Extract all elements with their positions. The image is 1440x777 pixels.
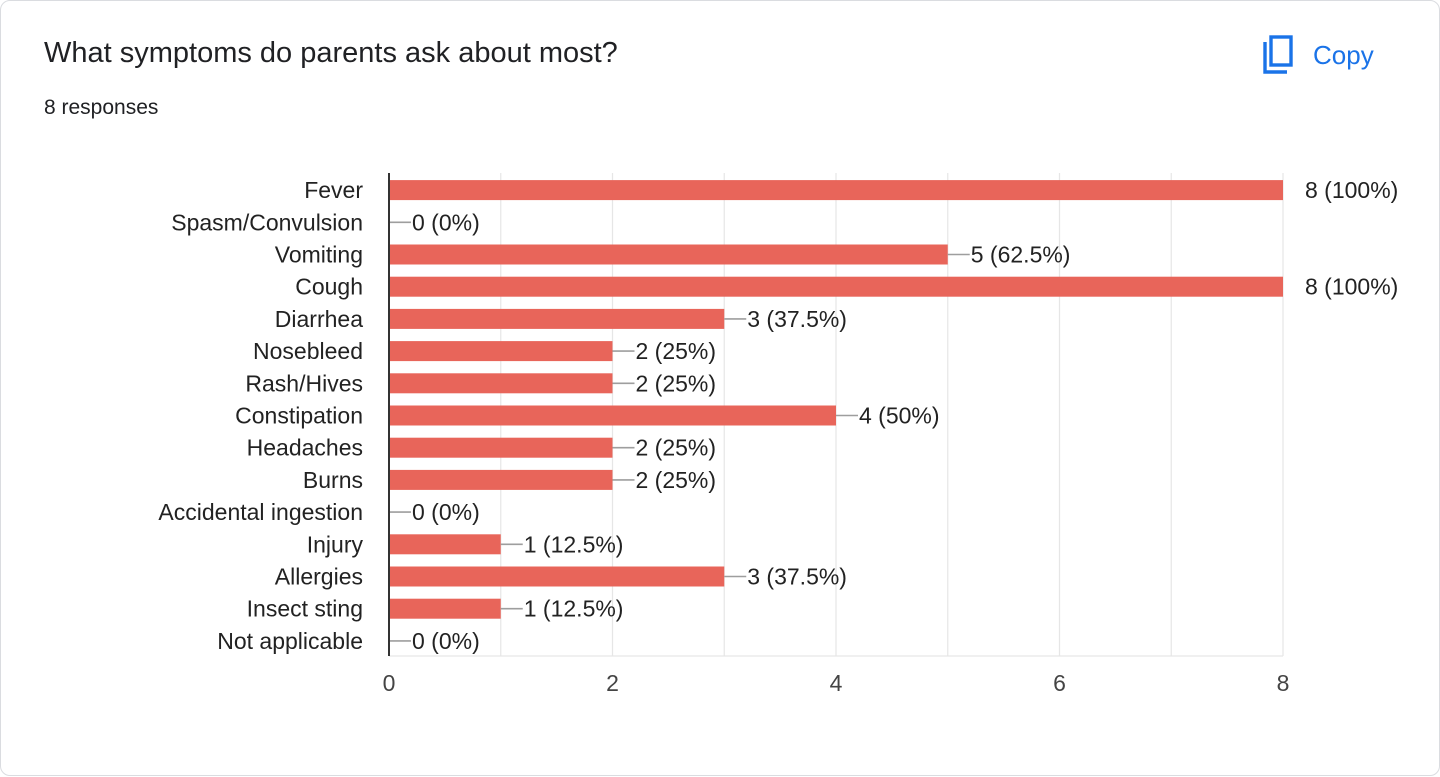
response-count: 8 responses: [44, 96, 159, 119]
bar: [389, 437, 613, 458]
category-label: Nosebleed: [253, 338, 363, 364]
value-label: 8 (100%): [1305, 177, 1398, 203]
category-label: Headaches: [247, 435, 363, 461]
value-label: 2 (25%): [636, 467, 717, 493]
category-label: Not applicable: [217, 628, 363, 654]
category-label: Allergies: [275, 564, 363, 590]
bar: [389, 276, 1283, 297]
value-label: 1 (12.5%): [524, 531, 624, 557]
copy-label: Copy: [1313, 39, 1374, 70]
bar: [389, 566, 725, 587]
value-label: 2 (25%): [636, 435, 717, 461]
x-tick-label: 4: [830, 670, 843, 696]
category-label: Spasm/Convulsion: [171, 209, 363, 235]
bar: [389, 308, 725, 329]
bar: [389, 598, 501, 619]
value-label: 1 (12.5%): [524, 596, 624, 622]
category-label: Vomiting: [275, 242, 363, 268]
value-label: 5 (62.5%): [971, 242, 1071, 268]
bar: [389, 244, 948, 265]
category-label: Constipation: [235, 403, 363, 429]
value-label: 3 (37.5%): [747, 564, 847, 590]
category-label: Insect sting: [247, 596, 363, 622]
x-tick-label: 0: [383, 670, 396, 696]
value-label: 0 (0%): [412, 499, 480, 525]
category-label: Rash/Hives: [245, 370, 363, 396]
bar: [389, 405, 836, 426]
question-title: What symptoms do parents ask about most?: [44, 37, 618, 69]
value-label: 3 (37.5%): [747, 306, 847, 332]
bar: [389, 341, 613, 362]
category-label: Injury: [307, 531, 364, 557]
copy-button[interactable]: Copy: [1259, 31, 1374, 79]
value-label: 2 (25%): [636, 338, 717, 364]
value-label: 8 (100%): [1305, 274, 1398, 300]
copy-icon: [1259, 34, 1295, 76]
value-label: 0 (0%): [412, 628, 480, 654]
category-label: Fever: [304, 177, 363, 203]
category-label: Diarrhea: [275, 306, 363, 332]
value-label: 2 (25%): [636, 370, 717, 396]
value-label: 4 (50%): [859, 403, 940, 429]
x-tick-label: 6: [1053, 670, 1066, 696]
category-label: Burns: [303, 467, 363, 493]
bar: [389, 180, 1283, 201]
x-tick-label: 2: [606, 670, 619, 696]
bar: [389, 534, 501, 555]
bar: [389, 373, 613, 394]
category-label: Cough: [295, 274, 363, 300]
category-label: Accidental ingestion: [158, 499, 363, 525]
x-tick-label: 8: [1277, 670, 1290, 696]
value-label: 0 (0%): [412, 209, 480, 235]
bar: [389, 469, 613, 490]
